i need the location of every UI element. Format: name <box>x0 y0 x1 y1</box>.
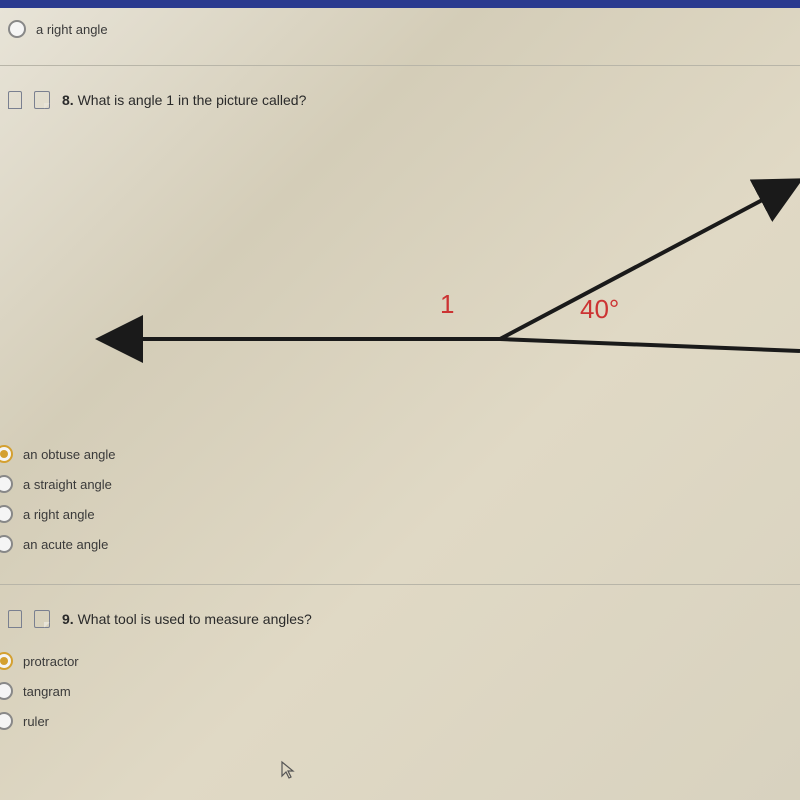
angle-label-40: 40° <box>580 294 619 325</box>
answer-option[interactable]: a straight angle <box>0 469 800 499</box>
question-number: 9. <box>62 611 74 627</box>
radio-button[interactable] <box>0 505 13 523</box>
divider <box>0 65 800 66</box>
bookmark-icon[interactable] <box>8 91 22 109</box>
angle-label-1: 1 <box>440 289 454 320</box>
note-icon[interactable] <box>34 610 50 628</box>
answer-option[interactable]: a right angle <box>0 499 800 529</box>
radio-button[interactable] <box>0 712 13 730</box>
diagram-svg <box>0 139 800 419</box>
answer-option[interactable]: protractor <box>0 646 800 676</box>
radio-button[interactable] <box>0 475 13 493</box>
ray-right <box>500 339 800 351</box>
radio-button[interactable] <box>0 445 13 463</box>
answer-label: protractor <box>23 654 79 669</box>
q8-answers: an obtuse angle a straight angle a right… <box>0 439 800 569</box>
radio-button[interactable] <box>0 535 13 553</box>
angle-diagram: 1 40° <box>0 139 800 419</box>
question-9-header: 9. What tool is used to measure angles? <box>0 600 800 638</box>
question-text: 8. What is angle 1 in the picture called… <box>62 92 306 108</box>
answer-label: a right angle <box>36 22 108 37</box>
note-icon[interactable] <box>34 91 50 109</box>
answer-label: a right angle <box>23 507 95 522</box>
answer-option[interactable]: an acute angle <box>0 529 800 559</box>
answer-label: an obtuse angle <box>23 447 116 462</box>
question-text: 9. What tool is used to measure angles? <box>62 611 312 627</box>
prev-answer-row[interactable]: a right angle <box>0 8 800 50</box>
bookmark-icon[interactable] <box>8 610 22 628</box>
radio-button[interactable] <box>8 20 26 38</box>
answer-option[interactable]: tangram <box>0 676 800 706</box>
answer-option[interactable]: an obtuse angle <box>0 439 800 469</box>
answer-label: ruler <box>23 714 49 729</box>
question-prompt: What tool is used to measure angles? <box>78 611 312 627</box>
answer-label: a straight angle <box>23 477 112 492</box>
question-prompt: What is angle 1 in the picture called? <box>78 92 307 108</box>
answer-label: an acute angle <box>23 537 108 552</box>
top-bar <box>0 0 800 8</box>
divider <box>0 584 800 585</box>
question-8-header: 8. What is angle 1 in the picture called… <box>0 81 800 119</box>
radio-button[interactable] <box>0 652 13 670</box>
ray-top <box>500 197 768 339</box>
answer-label: tangram <box>23 684 71 699</box>
cursor-icon <box>280 760 296 785</box>
radio-button[interactable] <box>0 682 13 700</box>
question-number: 8. <box>62 92 74 108</box>
answer-option[interactable]: ruler <box>0 706 800 736</box>
q9-answers: protractor tangram ruler <box>0 638 800 746</box>
